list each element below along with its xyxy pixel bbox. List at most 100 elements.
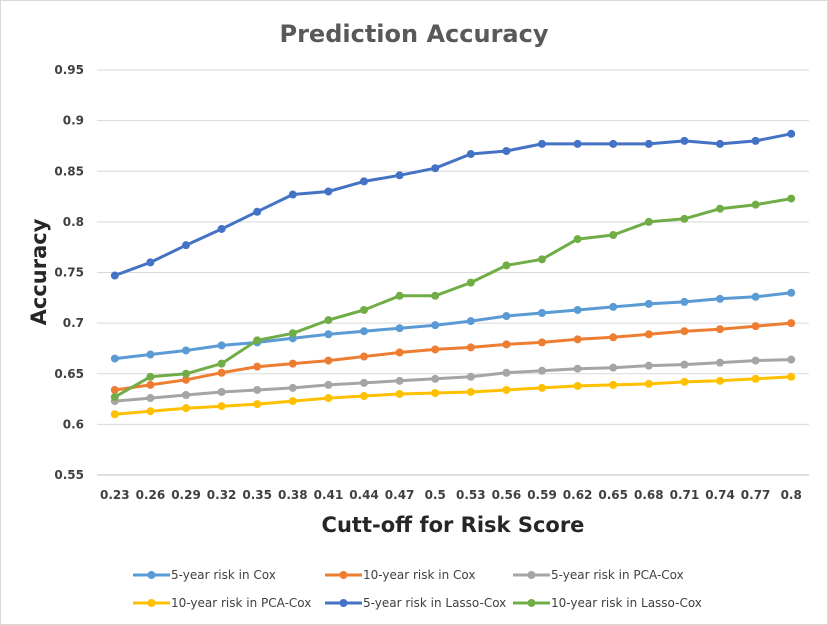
data-point xyxy=(538,139,546,148)
x-tick-label: 0.8 xyxy=(781,488,802,502)
series-3 xyxy=(110,355,796,406)
data-point xyxy=(573,305,582,314)
data-point xyxy=(288,359,297,368)
data-point xyxy=(324,394,333,403)
data-point xyxy=(680,297,689,306)
data-point xyxy=(110,385,119,394)
data-point xyxy=(644,217,653,226)
legend-swatch-marker xyxy=(339,599,348,607)
y-tick-label: 0.75 xyxy=(54,266,84,280)
legend-label: 10-year risk in PCA-Cox xyxy=(171,596,311,610)
data-point xyxy=(609,363,618,372)
data-point xyxy=(716,204,724,213)
data-point xyxy=(573,381,582,390)
y-tick-label: 0.8 xyxy=(63,215,84,229)
data-point xyxy=(573,139,582,148)
data-point xyxy=(787,194,796,203)
data-point xyxy=(502,312,511,321)
series-line xyxy=(113,321,793,392)
data-point xyxy=(644,139,653,148)
legend-label: 5-year risk in Lasso-Cox xyxy=(363,596,506,610)
data-point xyxy=(716,139,724,148)
x-tick-label: 0.56 xyxy=(492,488,522,502)
data-point xyxy=(680,214,689,223)
legend-swatch-marker xyxy=(527,599,536,607)
x-tick-label: 0.65 xyxy=(598,488,628,502)
x-tick-label: 0.68 xyxy=(634,488,664,502)
data-point xyxy=(288,397,297,406)
data-point xyxy=(360,177,368,186)
x-tick-label: 0.59 xyxy=(527,488,557,502)
y-tick-label: 0.95 xyxy=(54,63,84,77)
legend-label: 10-year risk in Cox xyxy=(363,568,475,582)
data-point xyxy=(787,372,796,381)
series-1 xyxy=(110,288,796,363)
data-point xyxy=(324,330,333,339)
legend-item: 10-year risk in PCA-Cox xyxy=(133,596,311,610)
data-point xyxy=(538,338,546,347)
data-point xyxy=(573,335,582,344)
series-line xyxy=(113,375,793,416)
data-point xyxy=(716,325,724,334)
data-point xyxy=(502,368,511,377)
x-tick-label: 0.62 xyxy=(563,488,593,502)
data-point xyxy=(146,394,155,403)
x-tick-label: 0.74 xyxy=(705,488,735,502)
data-point xyxy=(395,324,404,333)
data-point xyxy=(324,316,333,325)
x-tick-label: 0.77 xyxy=(741,488,771,502)
data-point xyxy=(431,321,440,330)
legend-label: 10-year risk in Lasso-Cox xyxy=(551,596,702,610)
x-tick-label: 0.29 xyxy=(171,488,201,502)
data-point xyxy=(502,261,511,270)
y-tick-label: 0.9 xyxy=(63,114,84,128)
series-6 xyxy=(110,194,796,402)
data-point xyxy=(217,224,226,233)
data-point xyxy=(431,388,440,397)
x-tick-label: 0.5 xyxy=(425,488,446,502)
data-point xyxy=(644,361,653,370)
data-point xyxy=(751,292,760,301)
data-point xyxy=(324,187,333,196)
data-point xyxy=(395,390,404,398)
x-tick-label: 0.23 xyxy=(100,488,130,502)
data-point xyxy=(431,291,440,300)
data-point xyxy=(146,258,155,267)
legend-swatch-marker xyxy=(339,571,348,579)
data-point xyxy=(146,407,155,416)
data-point xyxy=(502,147,511,155)
legend-item: 5-year risk in Lasso-Cox xyxy=(325,596,506,610)
data-point xyxy=(787,319,796,328)
data-point xyxy=(751,322,760,331)
data-point xyxy=(253,385,262,394)
x-tick-label: 0.26 xyxy=(136,488,166,502)
legend-label: 5-year risk in Cox xyxy=(171,568,276,582)
data-point xyxy=(146,372,155,381)
data-point xyxy=(538,366,546,375)
x-tick-label: 0.53 xyxy=(456,488,486,502)
data-point xyxy=(431,374,440,383)
x-tick-label: 0.44 xyxy=(349,488,379,502)
data-point xyxy=(110,271,119,280)
x-axis-ticks: 0.23 0.26 0.29 0.32 0.35 0.38 0.41 0.44 0.47 0.5 0… xyxy=(100,488,802,502)
data-point xyxy=(680,377,689,386)
data-point xyxy=(217,368,226,377)
legend-swatch-marker xyxy=(147,599,156,607)
x-tick-label: 0.47 xyxy=(385,488,415,502)
series-4 xyxy=(110,372,796,419)
legend-item: 5-year risk in PCA-Cox xyxy=(513,568,684,582)
data-point xyxy=(360,305,368,314)
data-point xyxy=(395,348,404,357)
data-point xyxy=(395,376,404,385)
data-point xyxy=(502,385,511,394)
x-tick-label: 0.71 xyxy=(670,488,700,502)
data-point xyxy=(751,374,760,383)
series-layer xyxy=(110,129,796,419)
data-point xyxy=(716,294,724,303)
data-point xyxy=(680,327,689,336)
data-point xyxy=(110,393,119,402)
data-point xyxy=(751,356,760,365)
data-point xyxy=(110,354,119,363)
data-point xyxy=(644,330,653,339)
